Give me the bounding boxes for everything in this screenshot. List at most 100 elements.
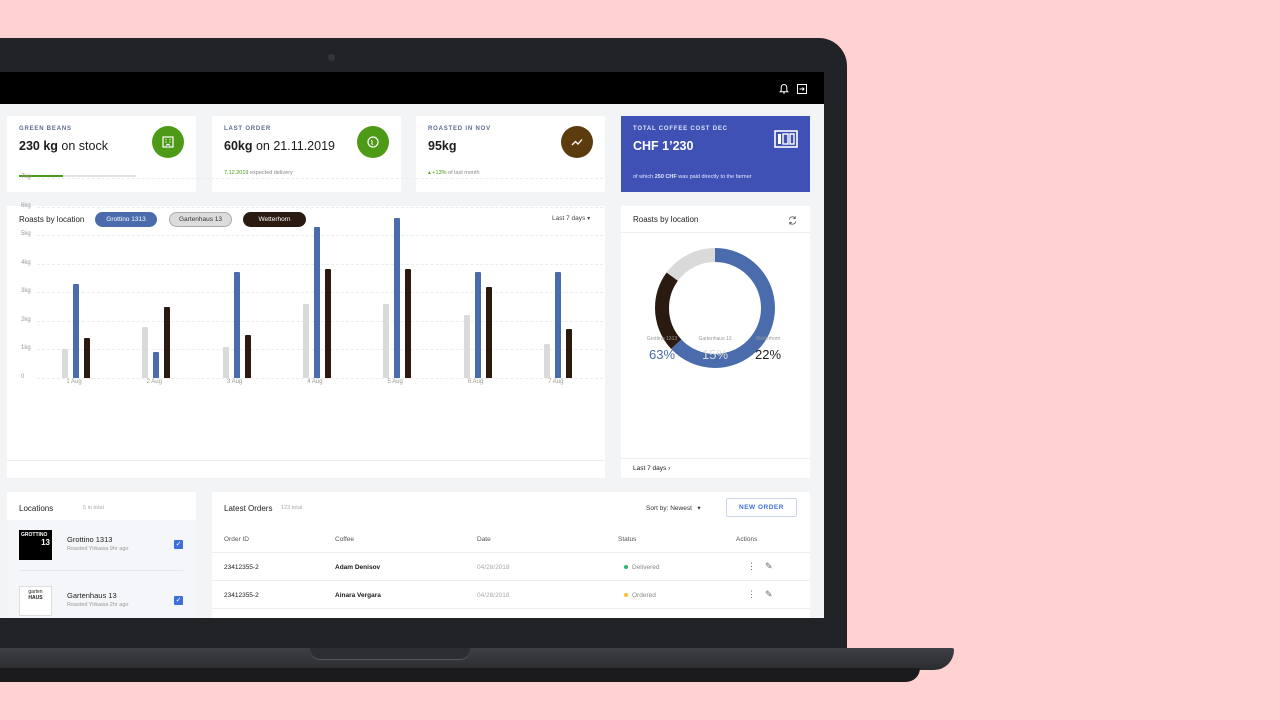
- filter-pill-gartenhaus[interactable]: Gartenhaus 13: [169, 212, 232, 227]
- locations-count: 5 in total: [83, 505, 104, 511]
- kpi-sub: of which 250 CHF was paid directly to th…: [633, 174, 752, 180]
- more-icon[interactable]: ⋮: [747, 589, 756, 599]
- column-header[interactable]: Date: [477, 536, 491, 543]
- kpi-value: 95kg: [428, 139, 457, 153]
- x-tick-label: 5 Aug: [387, 379, 403, 385]
- order-coffee: Ainara Vergara: [335, 592, 381, 599]
- more-icon[interactable]: ⋮: [747, 561, 756, 571]
- edit-icon[interactable]: ✎: [765, 561, 773, 571]
- location-sub: Roasted Yirkawa 2hr ago: [67, 602, 129, 608]
- bar-wetterhorn[interactable]: [565, 329, 572, 378]
- kpi-total-cost: TOTAL COFFEE COST DEC CHF 1’230 of which…: [621, 116, 810, 192]
- kpi-label: TOTAL COFFEE COST DEC: [633, 126, 728, 132]
- kpi-roasted: ROASTED IN NOV 95kg ▴ +13% of last month: [416, 116, 605, 192]
- column-header[interactable]: Coffee: [335, 536, 355, 543]
- stock-progress: [19, 175, 136, 177]
- bar-grottino-1313[interactable]: [554, 272, 561, 378]
- location-logo-grottino: GROTTINO 13: [19, 530, 52, 560]
- gridline: [37, 263, 603, 265]
- bar-grottino-1313[interactable]: [474, 272, 481, 378]
- bar-grottino-1313[interactable]: [394, 218, 401, 378]
- donut-slice-wetterhorn[interactable]: [655, 248, 775, 368]
- order-id: 23412355-2: [224, 564, 259, 571]
- bar-grottino-1313[interactable]: [313, 226, 320, 378]
- list-item[interactable]: GROTTINO 13 Grottino 1313 Roasted Yirkaw…: [7, 520, 196, 572]
- legend-label: Wetterhorn: [755, 336, 781, 342]
- bar-gartenhaus-13[interactable]: [142, 326, 149, 378]
- kpi-label: ROASTED IN NOV: [428, 126, 491, 132]
- laptop-notch: [310, 648, 470, 660]
- up-arrow-icon: ▴: [428, 170, 433, 176]
- bar-gartenhaus-13[interactable]: [302, 303, 309, 378]
- bar-wetterhorn[interactable]: [164, 306, 171, 378]
- legend-label: Grottino 1313: [646, 336, 678, 342]
- donut-footer-link[interactable]: Last 7 days ›: [633, 465, 671, 472]
- filter-pill-wetterhorn[interactable]: Wetterhorn: [243, 212, 306, 227]
- location-name: Grottino 1313: [67, 535, 113, 544]
- stock-progress-fill: [19, 175, 64, 177]
- divider: [19, 570, 183, 571]
- kpi-sub: ▴ +13% of last month: [428, 170, 480, 176]
- coffee-bean-icon: [357, 126, 389, 158]
- bar-wetterhorn[interactable]: [244, 335, 251, 378]
- bar-gartenhaus-13[interactable]: [543, 343, 550, 378]
- location-checkbox[interactable]: ✓: [174, 540, 183, 549]
- bell-icon[interactable]: [778, 82, 790, 94]
- donut-slice-gartenhaus-13[interactable]: [655, 248, 775, 368]
- orders-title: Latest Orders: [224, 504, 273, 513]
- gridline: [37, 206, 603, 208]
- x-tick-label: 4 Aug: [307, 379, 323, 385]
- bar-gartenhaus-13[interactable]: [463, 315, 470, 378]
- edit-icon[interactable]: ✎: [765, 589, 773, 599]
- bar-gartenhaus-13[interactable]: [62, 349, 68, 378]
- x-tick-label: 6 Aug: [467, 379, 484, 385]
- bar-gartenhaus-13[interactable]: [222, 346, 229, 378]
- logout-icon[interactable]: [796, 82, 808, 94]
- bar-grottino-1313[interactable]: [233, 272, 240, 378]
- chart-footer-divider: [7, 460, 605, 461]
- bar-grottino-1313[interactable]: [73, 283, 79, 378]
- chart-title: Roasts by location: [19, 215, 85, 224]
- column-header: Actions: [736, 536, 758, 543]
- bar-wetterhorn[interactable]: [84, 338, 90, 378]
- kpi-label: GREEN BEANS: [19, 126, 72, 132]
- y-tick-label: 3kg: [21, 288, 31, 295]
- y-tick-label: 0: [21, 374, 25, 380]
- gridline: [37, 235, 603, 237]
- divider: [212, 608, 810, 609]
- list-item[interactable]: garten HAUS Gartenhaus 13 Roasted Yirkaw…: [7, 576, 196, 618]
- location-checkbox[interactable]: ✓: [174, 596, 183, 605]
- locations-list: GROTTINO 13 Grottino 1313 Roasted Yirkaw…: [7, 520, 196, 618]
- x-tick-label: 1 Aug: [66, 379, 82, 385]
- new-order-button[interactable]: NEW ORDER: [726, 498, 797, 517]
- location-logo-gartenhaus: garten HAUS: [19, 586, 52, 616]
- location-name: Gartenhaus 13: [67, 591, 117, 600]
- order-id: 23412355-2: [224, 592, 259, 599]
- legend-percent: 22%: [754, 347, 782, 362]
- status-dot: [624, 565, 628, 570]
- bar-gartenhaus-13[interactable]: [383, 303, 390, 378]
- table-row[interactable]: 23412355-2 Adam Denisov 04/28/2018 Deliv…: [212, 553, 810, 581]
- bar-wetterhorn[interactable]: [405, 269, 412, 378]
- kpi-value: 60kg on 21.11.2019: [224, 139, 335, 153]
- bar-grottino-1313[interactable]: [153, 352, 160, 378]
- bar-wetterhorn[interactable]: [324, 269, 331, 378]
- y-tick-label: 7kg: [21, 174, 31, 180]
- column-header[interactable]: Status: [618, 536, 637, 543]
- sort-dropdown[interactable]: Sort by: Newest ▾: [646, 505, 701, 512]
- filter-pill-grottino[interactable]: Grottino 1313: [95, 212, 157, 227]
- bar-wetterhorn[interactable]: [485, 286, 492, 378]
- donut-chart: [655, 248, 775, 368]
- chevron-down-icon: ▾: [697, 505, 701, 512]
- table-row[interactable]: 23412355-2 Ainara Vergara 04/28/2018 Ord…: [212, 581, 810, 609]
- laptop-base-shadow: [0, 668, 920, 682]
- order-coffee: Adam Denisov: [335, 564, 381, 571]
- y-tick-label: 4kg: [21, 259, 31, 266]
- orders-card: Latest Orders 123 total Sort by: Newest …: [212, 492, 810, 618]
- order-status: Delivered: [624, 564, 659, 571]
- refresh-icon[interactable]: [787, 213, 798, 231]
- kpi-green-beans: GREEN BEANS 230 kg on stock: [7, 116, 196, 192]
- range-dropdown[interactable]: Last 7 days ▾: [552, 215, 591, 222]
- kpi-last-order: LAST ORDER 60kg on 21.11.2019 7.12.2019 …: [212, 116, 401, 192]
- column-header[interactable]: Order ID: [224, 536, 249, 543]
